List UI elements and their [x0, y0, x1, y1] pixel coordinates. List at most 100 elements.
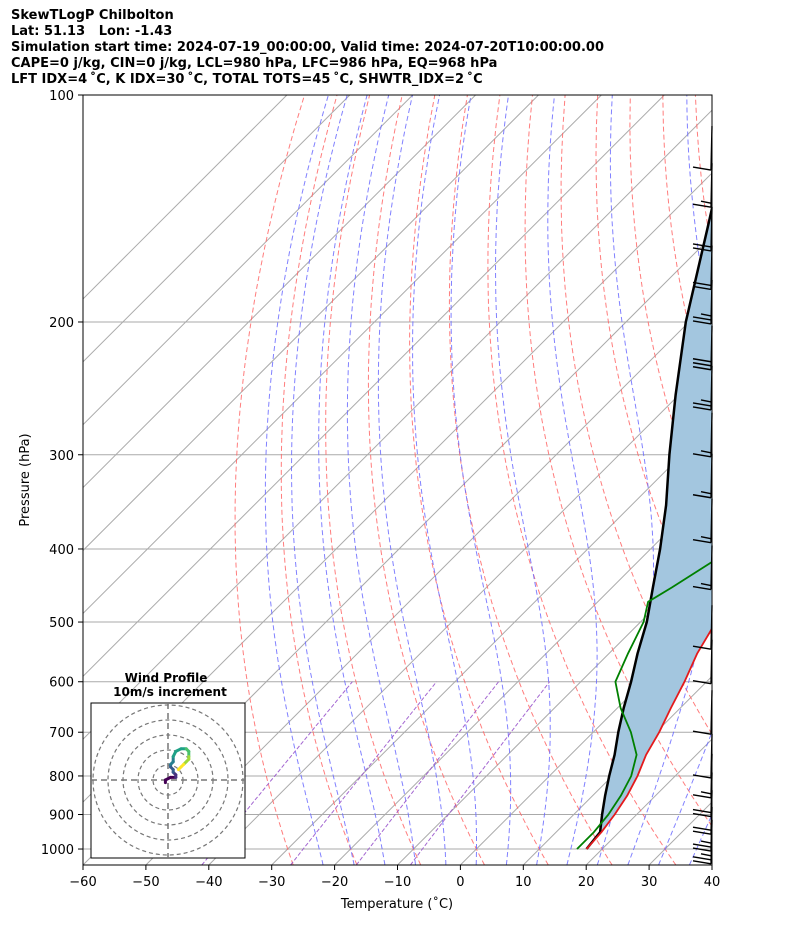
barb-staff — [710, 733, 713, 778]
moist-adiabat — [494, 95, 551, 865]
wind-barb — [692, 245, 713, 291]
wind-barb — [692, 498, 713, 544]
isotherm-line — [460, 612, 712, 865]
dry-adiabat — [409, 95, 549, 865]
dry-adiabat — [325, 95, 422, 865]
barb-feather — [692, 585, 712, 591]
y-axis-label: Pressure (hPa) — [18, 433, 33, 526]
y-tick-label: 500 — [49, 616, 74, 631]
barb-feather — [692, 847, 712, 852]
moist-adiabat — [658, 730, 712, 865]
y-tick-label: 900 — [49, 809, 74, 824]
wind-barb — [692, 365, 713, 411]
dewpoint-line — [576, 560, 712, 850]
barb-half-feather — [700, 791, 712, 795]
x-tick-label: −50 — [132, 875, 159, 890]
x-axis-label: Temperature (˚C) — [340, 896, 453, 912]
barb-feather — [692, 362, 712, 367]
title-line-3: Simulation start time: 2024-07-19_00:00:… — [11, 40, 604, 55]
wind-barb — [692, 453, 713, 499]
barb-staff — [710, 325, 713, 370]
barb-feather — [692, 860, 712, 865]
isotherm-line — [83, 95, 414, 426]
isotherm-line — [397, 549, 712, 865]
wind-profile-inset: Wind Profile 10m/s increment — [90, 671, 246, 859]
barb-half-feather — [700, 450, 712, 454]
y-tick-label: 200 — [49, 316, 74, 331]
barb-staff — [710, 206, 713, 251]
mixing-ratio-line — [409, 681, 550, 865]
isotherm-line — [83, 95, 602, 615]
barb-half-feather — [700, 491, 712, 495]
barb-staff — [710, 365, 713, 410]
dry-adiabat — [234, 95, 305, 865]
moist-adiabat — [264, 95, 329, 865]
barb-staff — [710, 245, 713, 290]
barb-feather — [692, 645, 712, 650]
x-tick-label: −20 — [321, 875, 348, 890]
hodograph-segment — [176, 765, 183, 772]
y-tick-label: 600 — [49, 676, 74, 691]
barb-feather — [692, 406, 712, 411]
moist-adiabat — [346, 95, 416, 865]
wind-barb — [692, 733, 713, 779]
hodograph-ring — [137, 749, 199, 811]
barb-half-feather — [700, 313, 712, 317]
barb-half-feather — [700, 853, 712, 857]
barb-staff — [710, 163, 713, 208]
x-tick-label: 10 — [515, 875, 532, 890]
barb-feather — [692, 281, 712, 287]
barb-half-feather — [700, 399, 712, 403]
title-line-1: SkewTLogP Chilbolton — [11, 8, 174, 23]
moist-adiabat — [720, 95, 794, 865]
title-line-2: Lat: 51.13 Lon: -1.43 — [11, 24, 173, 39]
barb-half-feather — [700, 200, 712, 204]
barb-staff — [710, 453, 713, 498]
wind-barb — [692, 605, 713, 650]
moist-adiabat — [291, 95, 355, 865]
isotherm-line — [83, 95, 288, 300]
moist-adiabat — [450, 95, 512, 865]
dry-adiabat — [280, 95, 358, 865]
barb-feather — [692, 812, 712, 818]
y-tick-label: 800 — [49, 770, 74, 785]
x-tick-label: −10 — [384, 875, 411, 890]
barb-staff — [710, 279, 713, 324]
isotherm-line — [271, 423, 712, 865]
barb-feather — [692, 808, 712, 814]
barb-feather — [692, 166, 712, 171]
inset-title: Wind Profile — [125, 671, 208, 685]
isotherm-line — [208, 361, 712, 865]
barb-feather — [692, 794, 712, 799]
wind-barb — [692, 206, 713, 252]
barb-staff — [710, 412, 713, 457]
moist-adiabat — [412, 95, 477, 865]
profile-lines — [576, 202, 712, 850]
dry-adiabat — [595, 95, 712, 639]
wind-barb — [692, 412, 713, 458]
barb-feather — [692, 402, 712, 407]
wind-barb — [692, 690, 713, 735]
barb-feather — [692, 730, 712, 735]
parcel-profile-line — [585, 202, 712, 850]
wind-barb — [692, 163, 713, 208]
barb-half-feather — [700, 840, 712, 844]
dry-adiabat — [448, 95, 613, 865]
dry-adiabat — [487, 95, 677, 865]
y-tick-label: 1000 — [41, 843, 74, 858]
y-tick-label: 100 — [49, 89, 74, 104]
isotherm-line — [145, 298, 712, 865]
barb-feather — [692, 830, 712, 835]
isotherm-line — [83, 95, 476, 489]
barb-staff — [710, 639, 713, 684]
barb-feather — [692, 856, 712, 861]
barb-feather — [692, 285, 712, 291]
barb-half-feather — [700, 582, 712, 587]
y-tick-label: 300 — [49, 449, 74, 464]
x-tick-label: 20 — [578, 875, 595, 890]
barb-feather — [692, 826, 712, 831]
barb-feather — [692, 243, 712, 248]
mixing-ratio-line — [290, 681, 437, 865]
isotherm-line — [334, 486, 712, 865]
